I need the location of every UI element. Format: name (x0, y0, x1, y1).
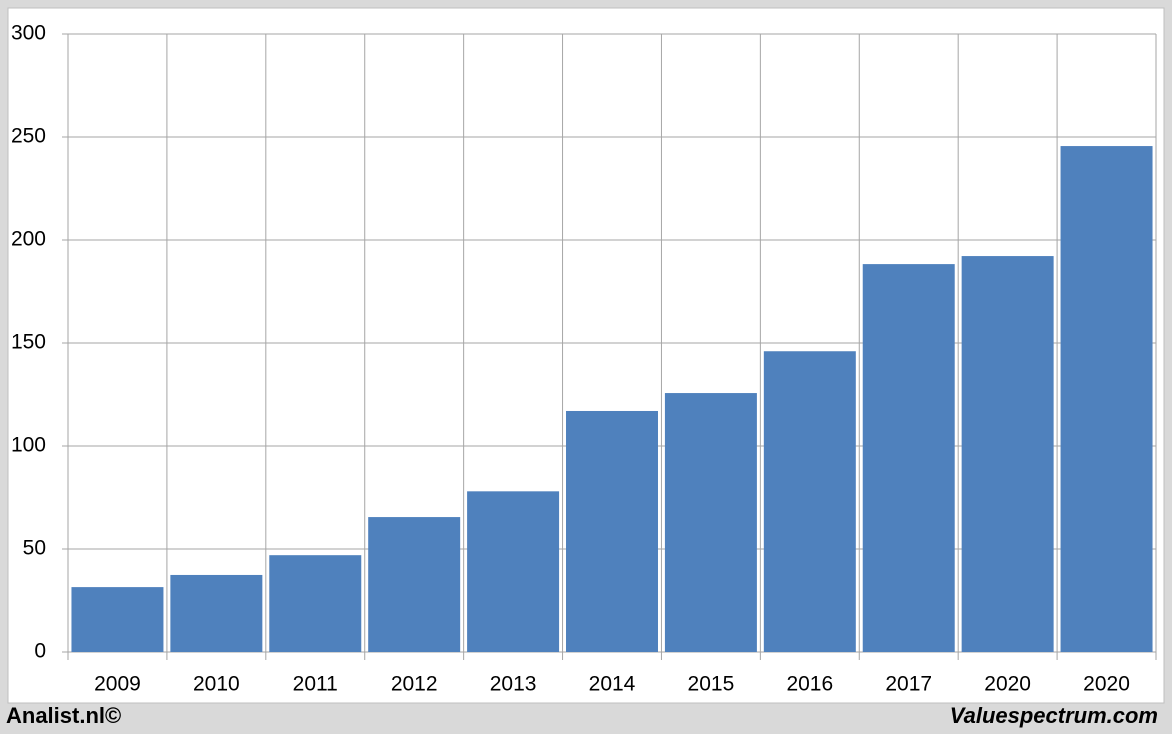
x-tick-label: 2011 (293, 673, 338, 696)
footer-left: Analist.nl© (6, 703, 121, 728)
bar (862, 264, 955, 652)
bar (961, 256, 1054, 652)
x-tick-label: 2016 (786, 673, 833, 696)
bar (269, 555, 362, 652)
x-tick-label: 2009 (94, 673, 141, 696)
y-tick-label: 0 (34, 640, 46, 663)
bar (1060, 146, 1153, 652)
bar (467, 491, 560, 652)
x-tick-label: 2015 (688, 673, 735, 696)
y-tick-label: 100 (11, 434, 46, 457)
x-tick-label: 2012 (391, 673, 438, 696)
x-tick-label: 2013 (490, 673, 537, 696)
x-tick-label: 2020 (1083, 673, 1130, 696)
bar (71, 587, 164, 652)
footer-right: Valuespectrum.com (950, 703, 1158, 728)
bar (763, 351, 856, 652)
bar (368, 517, 461, 652)
y-tick-label: 150 (11, 331, 46, 354)
y-tick-label: 50 (23, 537, 46, 560)
x-tick-label: 2020 (984, 673, 1031, 696)
x-tick-label: 2014 (589, 673, 636, 696)
bar (566, 410, 658, 652)
x-tick-label: 2010 (193, 673, 240, 696)
x-tick-label: 2017 (885, 673, 932, 696)
y-tick-label: 200 (11, 228, 46, 251)
bar (170, 574, 263, 652)
y-tick-label: 250 (11, 125, 46, 148)
y-tick-label: 300 (11, 22, 46, 45)
bar (664, 393, 757, 652)
